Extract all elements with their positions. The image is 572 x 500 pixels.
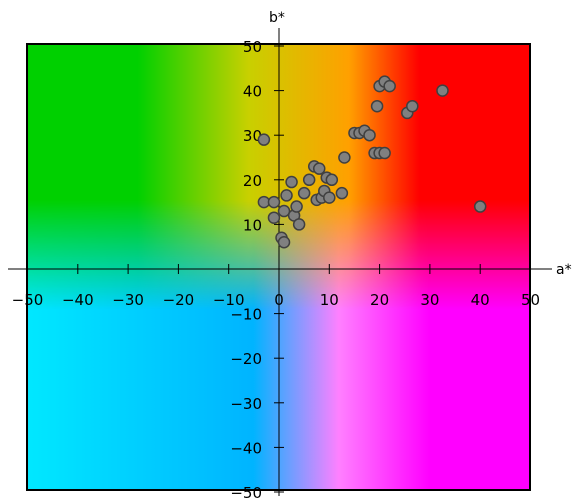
x-tick-label: 50 bbox=[521, 291, 540, 309]
data-point bbox=[267, 211, 281, 224]
x-tick-label: −40 bbox=[62, 291, 94, 309]
x-axis-title: a* bbox=[556, 262, 572, 278]
y-tick-label: 40 bbox=[243, 83, 262, 101]
data-point bbox=[338, 151, 351, 164]
x-tick-label: 10 bbox=[320, 291, 339, 309]
data-point bbox=[292, 218, 306, 231]
data-point bbox=[312, 162, 326, 175]
y-tick-label: 30 bbox=[243, 127, 262, 145]
data-point bbox=[267, 195, 281, 209]
data-point bbox=[290, 200, 303, 213]
y-tick-label: −40 bbox=[230, 439, 262, 457]
y-axis-title: b* bbox=[269, 10, 285, 26]
data-point bbox=[280, 189, 293, 202]
x-tick-label: −30 bbox=[112, 291, 144, 309]
data-point bbox=[406, 99, 419, 113]
y-tick-label: −50 bbox=[230, 484, 262, 500]
x-tick-label: 20 bbox=[370, 291, 389, 309]
data-point bbox=[363, 128, 376, 142]
data-point bbox=[325, 173, 339, 187]
data-point bbox=[436, 84, 449, 97]
x-tick-label: 0 bbox=[274, 291, 284, 309]
y-tick-label: 50 bbox=[243, 38, 262, 56]
x-tick-label: −20 bbox=[163, 291, 195, 309]
data-point bbox=[297, 186, 311, 200]
y-tick-label: −20 bbox=[230, 350, 262, 368]
data-point bbox=[285, 175, 298, 189]
data-point bbox=[302, 173, 316, 187]
y-tick-label: −10 bbox=[230, 306, 262, 324]
x-tick-label: −50 bbox=[12, 291, 44, 309]
x-tick-label: −10 bbox=[213, 291, 245, 309]
data-point bbox=[257, 133, 271, 146]
y-tick-label: 10 bbox=[243, 216, 262, 234]
data-point bbox=[277, 235, 291, 249]
data-point bbox=[323, 191, 336, 204]
data-point bbox=[383, 79, 396, 93]
data-point bbox=[378, 146, 391, 160]
data-point bbox=[473, 200, 487, 213]
x-tick-label: 40 bbox=[471, 291, 490, 309]
data-point bbox=[370, 99, 384, 113]
y-tick-label: −30 bbox=[230, 395, 262, 413]
data-point bbox=[277, 204, 291, 218]
x-tick-label: 30 bbox=[420, 291, 439, 309]
data-point bbox=[335, 186, 349, 200]
y-tick-label: 20 bbox=[243, 172, 262, 190]
